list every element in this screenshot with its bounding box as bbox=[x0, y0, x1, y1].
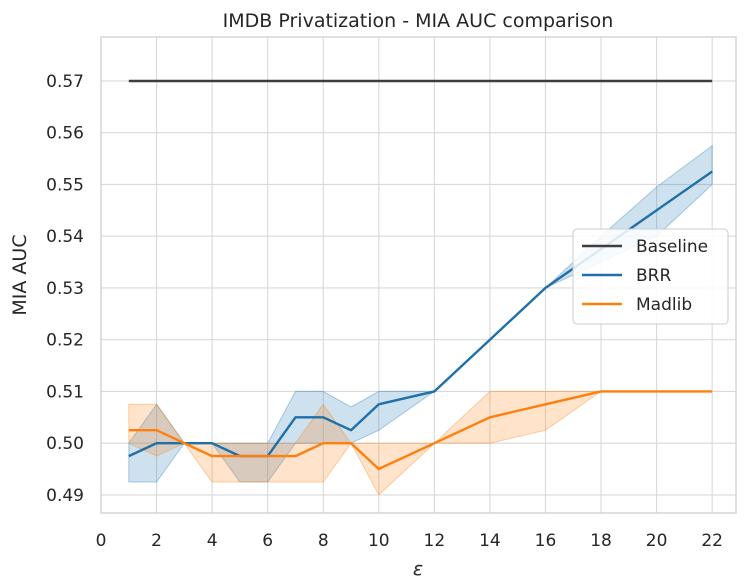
x-tick-label: 10 bbox=[368, 531, 390, 551]
x-tick-label: 18 bbox=[590, 531, 612, 551]
legend-label-madlib: Madlib bbox=[636, 295, 692, 315]
x-tick-labels: 0 2 4 6 8 10 12 14 16 18 20 22 bbox=[96, 531, 723, 551]
y-axis-label: MIA AUC bbox=[9, 234, 31, 315]
legend: Baseline BRR Madlib bbox=[572, 228, 729, 325]
chart-title: IMDB Privatization - MIA AUC comparison bbox=[223, 10, 614, 32]
x-tick-label: 2 bbox=[151, 531, 162, 551]
y-tick-label: 0.53 bbox=[46, 279, 84, 299]
y-tick-label: 0.55 bbox=[46, 175, 84, 195]
x-tick-label: 22 bbox=[701, 531, 723, 551]
y-tick-labels: 0.49 0.50 0.51 0.52 0.53 0.54 0.55 0.56 0.57 bbox=[46, 72, 84, 506]
y-tick-label: 0.51 bbox=[46, 382, 84, 402]
brr-confidence-band bbox=[128, 144, 713, 483]
madlib-line bbox=[128, 390, 713, 471]
x-axis-label: ε bbox=[413, 558, 423, 580]
x-tick-label: 16 bbox=[535, 531, 557, 551]
legend-label-baseline: Baseline bbox=[636, 237, 708, 257]
y-tick-label: 0.57 bbox=[46, 72, 84, 92]
legend-box bbox=[572, 228, 729, 325]
x-tick-label: 4 bbox=[207, 531, 218, 551]
y-tick-label: 0.52 bbox=[46, 331, 84, 351]
x-tick-label: 14 bbox=[479, 531, 501, 551]
x-tick-label: 8 bbox=[318, 531, 329, 551]
y-tick-label: 0.49 bbox=[46, 486, 84, 506]
legend-label-brr: BRR bbox=[636, 266, 671, 286]
x-tick-label: 0 bbox=[96, 531, 107, 551]
y-tick-label: 0.56 bbox=[46, 124, 84, 144]
y-tick-label: 0.54 bbox=[46, 227, 84, 247]
x-tick-label: 20 bbox=[646, 531, 668, 551]
x-tick-label: 12 bbox=[424, 531, 446, 551]
x-tick-label: 6 bbox=[262, 531, 273, 551]
y-tick-label: 0.50 bbox=[46, 434, 84, 454]
plot-frame bbox=[100, 36, 737, 514]
